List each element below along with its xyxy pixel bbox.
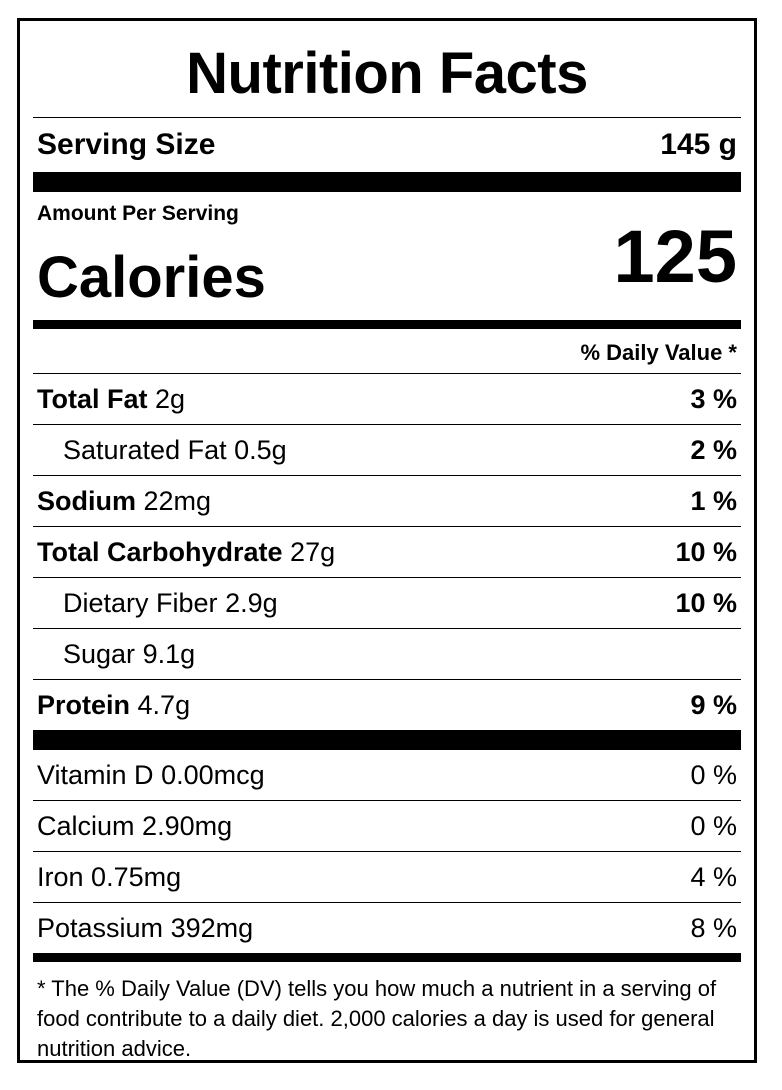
nutrient-row-sugar: Sugar 9.1g — [33, 629, 741, 679]
thick-divider — [33, 730, 741, 750]
vitamin-row-calcium: Calcium 2.90mg 0 % — [33, 801, 741, 851]
thick-divider — [33, 172, 741, 192]
nutrient-name: Protein — [37, 689, 131, 720]
daily-value-header: % Daily Value * — [33, 329, 741, 373]
vitamin-amount: 2.90mg — [142, 810, 233, 841]
vitamin-daily-value: 0 % — [690, 759, 737, 790]
divider — [33, 902, 741, 903]
nutrient-row-protein: Protein 4.7g 9 % — [33, 680, 741, 730]
nutrient-name: Dietary Fiber — [63, 587, 218, 618]
nutrient-label: Total Fat 2g — [37, 384, 185, 415]
nutrient-daily-value: 2 % — [690, 434, 737, 465]
vitamin-label: Iron 0.75mg — [37, 862, 181, 893]
daily-value-header-label: % Daily Value * — [580, 340, 737, 365]
nutrient-label: Dietary Fiber 2.9g — [37, 588, 278, 619]
nutrient-amount: 2g — [155, 383, 186, 414]
divider — [33, 117, 741, 118]
vitamin-name: Vitamin D — [37, 759, 154, 790]
nutrient-label: Sugar 9.1g — [37, 639, 195, 670]
calories-block: Amount Per Serving Calories 125 — [33, 192, 741, 320]
vitamin-row-iron: Iron 0.75mg 4 % — [33, 852, 741, 902]
daily-value-footnote: * The % Daily Value (DV) tells you how m… — [37, 976, 717, 1061]
divider — [33, 373, 741, 374]
vitamin-label: Potassium 392mg — [37, 913, 253, 944]
nutrient-amount: 0.5g — [234, 434, 287, 465]
vitamin-amount: 392mg — [170, 912, 254, 943]
vitamin-label: Calcium 2.90mg — [37, 811, 232, 842]
calories-label: Calories — [37, 245, 266, 310]
vitamin-amount: 0.00mcg — [161, 759, 265, 790]
vitamin-name: Potassium — [37, 912, 164, 943]
divider — [33, 475, 741, 476]
label-title: Nutrition Facts — [186, 41, 588, 106]
nutrient-amount: 22mg — [143, 485, 212, 516]
vitamin-label: Vitamin D 0.00mcg — [37, 760, 265, 791]
divider — [33, 526, 741, 527]
nutrient-label: Total Carbohydrate 27g — [37, 537, 335, 568]
vitamin-name: Iron — [37, 861, 84, 892]
nutrient-daily-value: 3 % — [690, 383, 737, 414]
divider — [33, 679, 741, 680]
nutrient-daily-value: 9 % — [690, 689, 737, 720]
vitamin-daily-value: 4 % — [690, 861, 737, 892]
nutrient-label: Sodium 22mg — [37, 486, 211, 517]
nutrient-amount: 9.1g — [142, 638, 196, 669]
calories-value: 125 — [613, 215, 737, 298]
nutrient-daily-value: 10 % — [675, 587, 737, 618]
nutrient-row-total-carbohydrate: Total Carbohydrate 27g 10 % — [33, 527, 741, 577]
nutrient-label: Saturated Fat 0.5g — [37, 435, 287, 466]
divider — [33, 851, 741, 852]
vitamin-daily-value: 0 % — [690, 810, 737, 841]
divider — [33, 800, 741, 801]
nutrient-row-sodium: Sodium 22mg 1 % — [33, 476, 741, 526]
nutrient-name: Sodium — [37, 485, 136, 516]
divider — [33, 577, 741, 578]
serving-size-label: Serving Size — [37, 128, 216, 161]
nutrient-name: Total Fat — [37, 383, 148, 414]
nutrient-amount: 4.7g — [137, 689, 191, 720]
nutrient-amount: 27g — [290, 536, 336, 567]
amount-per-serving-label: Amount Per Serving — [37, 202, 239, 225]
nutrient-name: Saturated Fat — [63, 434, 227, 465]
nutrient-daily-value: 1 % — [690, 485, 737, 516]
serving-size-value: 145 g — [660, 128, 737, 161]
nutrient-name: Total Carbohydrate — [37, 536, 283, 567]
vitamin-name: Calcium — [37, 810, 135, 841]
nutrient-daily-value: 10 % — [675, 536, 737, 567]
serving-size-row: Serving Size 145 g — [33, 118, 741, 172]
vitamin-row-vitamin-d: Vitamin D 0.00mcg 0 % — [33, 750, 741, 800]
vitamin-row-potassium: Potassium 392mg 8 % — [33, 903, 741, 953]
nutrient-amount: 2.9g — [225, 587, 278, 618]
nutrient-name: Sugar — [63, 638, 136, 669]
divider — [33, 424, 741, 425]
medium-divider — [33, 320, 741, 329]
nutrient-row-total-fat: Total Fat 2g 3 % — [33, 374, 741, 424]
medium-divider — [33, 953, 741, 962]
nutrient-row-dietary-fiber: Dietary Fiber 2.9g 10 % — [33, 578, 741, 628]
nutrient-row-saturated-fat: Saturated Fat 0.5g 2 % — [33, 425, 741, 475]
nutrition-label-content: Nutrition Facts Serving Size 145 g Amoun… — [33, 21, 741, 1064]
divider — [33, 628, 741, 629]
vitamin-amount: 0.75mg — [91, 861, 182, 892]
vitamin-daily-value: 8 % — [690, 912, 737, 943]
nutrient-label: Protein 4.7g — [37, 690, 190, 721]
nutrition-label: Nutrition Facts Serving Size 145 g Amoun… — [17, 18, 757, 1063]
